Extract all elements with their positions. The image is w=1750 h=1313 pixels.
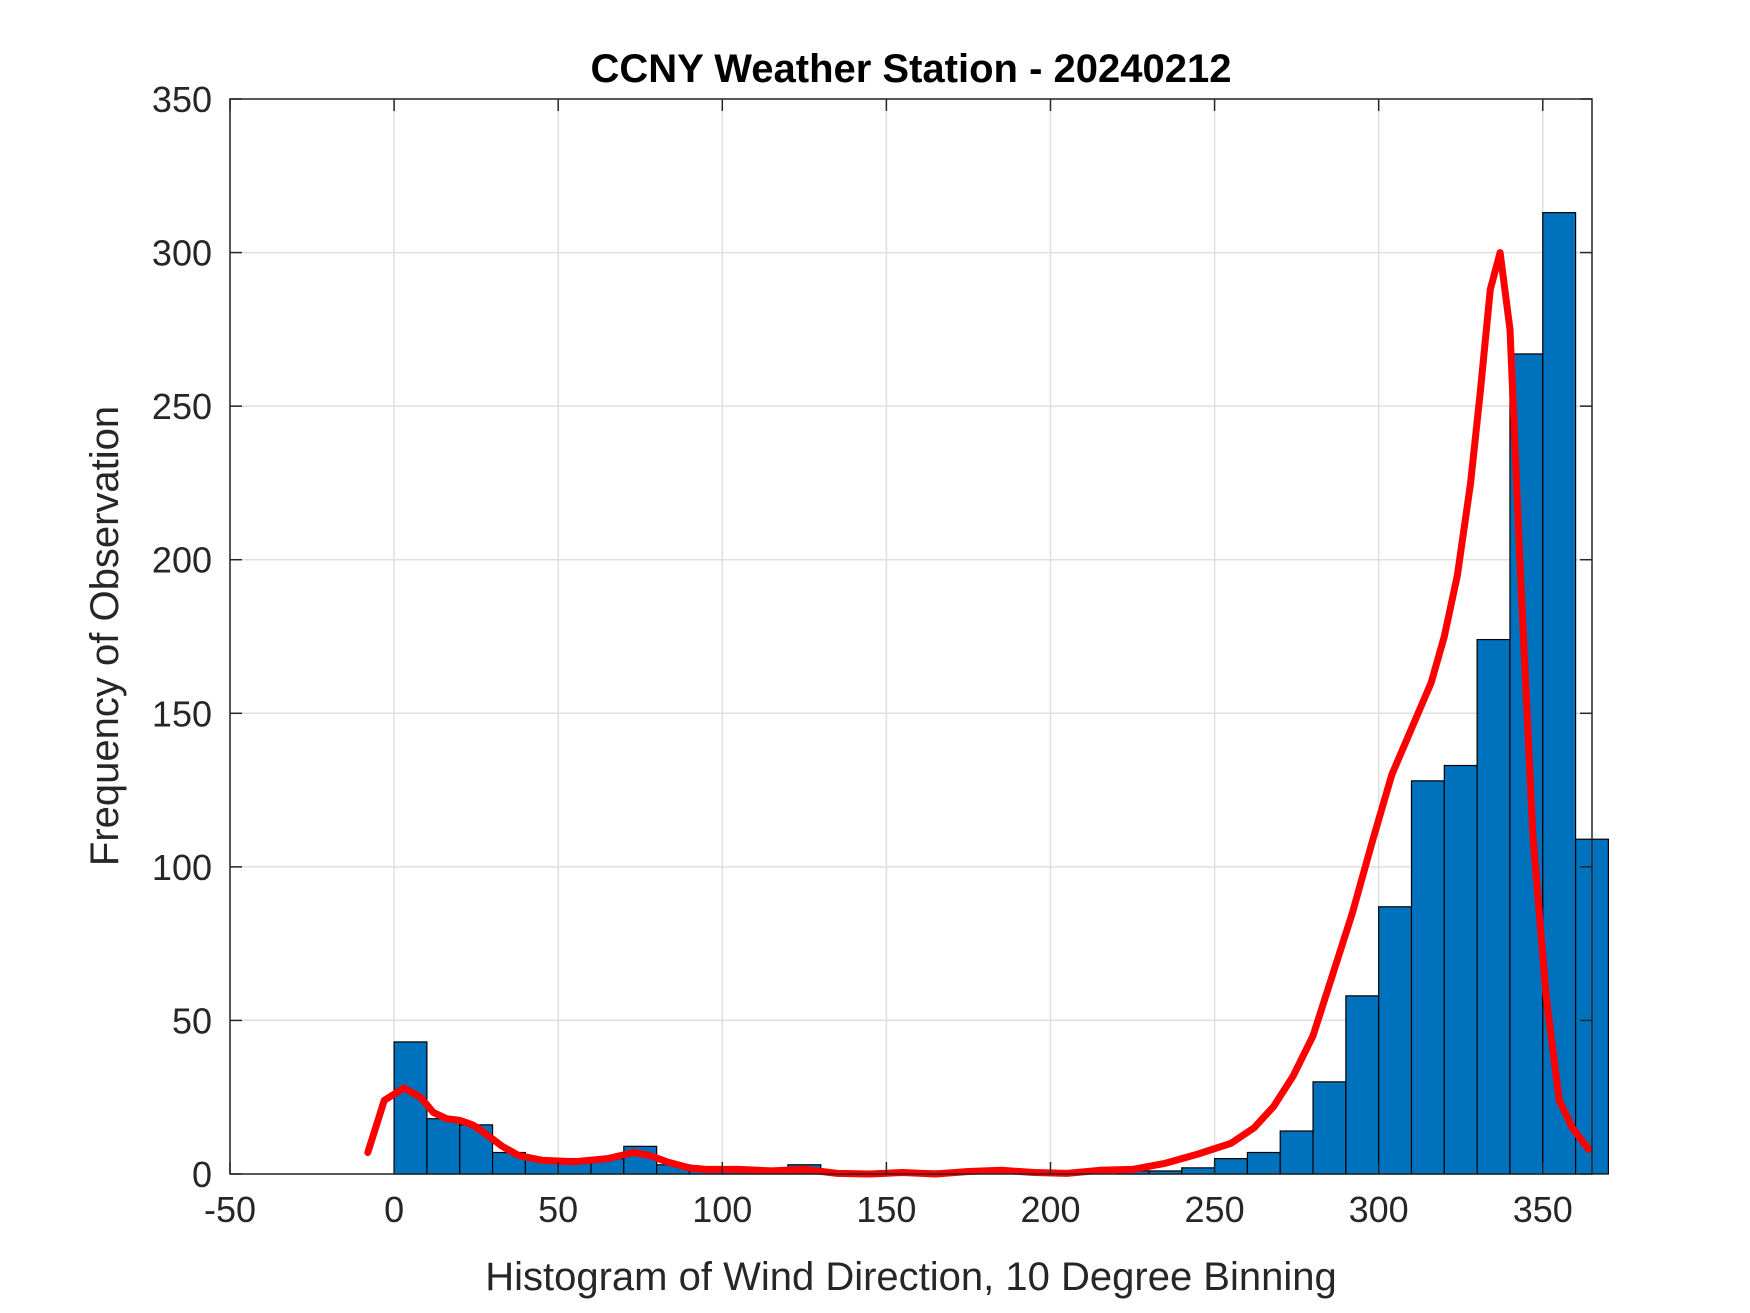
histogram-bars	[393, 212, 1610, 1175]
y-tick-label: 150	[152, 693, 212, 734]
histogram-bar	[1443, 764, 1478, 1175]
histogram-bar	[1279, 1130, 1314, 1175]
x-tick-label: 350	[1513, 1189, 1573, 1230]
x-tick-labels: -50 0 50 100 150 200 250 300 350	[204, 1189, 1573, 1230]
y-tick-label: 250	[152, 386, 212, 427]
x-tick-label: 250	[1185, 1189, 1245, 1230]
x-tick-label: 50	[538, 1189, 578, 1230]
axis-ticks	[229, 98, 1592, 1175]
histogram-bar	[393, 1041, 428, 1175]
y-tick-label: 0	[192, 1154, 212, 1195]
y-tick-label: 300	[152, 233, 212, 274]
histogram-bar	[1345, 995, 1380, 1175]
plot-area	[230, 99, 1592, 1174]
y-tick-label: 50	[172, 1000, 212, 1041]
x-tick-label: 300	[1349, 1189, 1409, 1230]
histogram-bar	[1476, 638, 1511, 1175]
y-tick-labels: 0 50 100 150 200 250 300 350	[152, 79, 212, 1195]
histogram-bar	[1312, 1081, 1347, 1175]
histogram-bar	[426, 1118, 461, 1175]
x-tick-label: 150	[856, 1189, 916, 1230]
histogram-bar	[1213, 1158, 1248, 1175]
plot-frame	[229, 98, 1593, 1175]
y-tick-label: 100	[152, 847, 212, 888]
x-tick-label: -50	[204, 1189, 256, 1230]
x-tick-label: 100	[692, 1189, 752, 1230]
histogram-bar	[1410, 780, 1445, 1175]
chart-title: CCNY Weather Station - 20240212	[591, 47, 1232, 91]
histogram-bar	[1246, 1151, 1281, 1175]
x-tick-label: 0	[384, 1189, 404, 1230]
histogram-bar	[1378, 906, 1413, 1175]
histogram-bar	[1181, 1167, 1216, 1175]
y-tick-label: 350	[152, 79, 212, 120]
x-tick-label: 200	[1020, 1189, 1080, 1230]
x-axis-label: Histogram of Wind Direction, 10 Degree B…	[485, 1255, 1337, 1299]
y-tick-label: 200	[152, 540, 212, 581]
y-axis-label: Frequency of Observation	[83, 406, 127, 866]
